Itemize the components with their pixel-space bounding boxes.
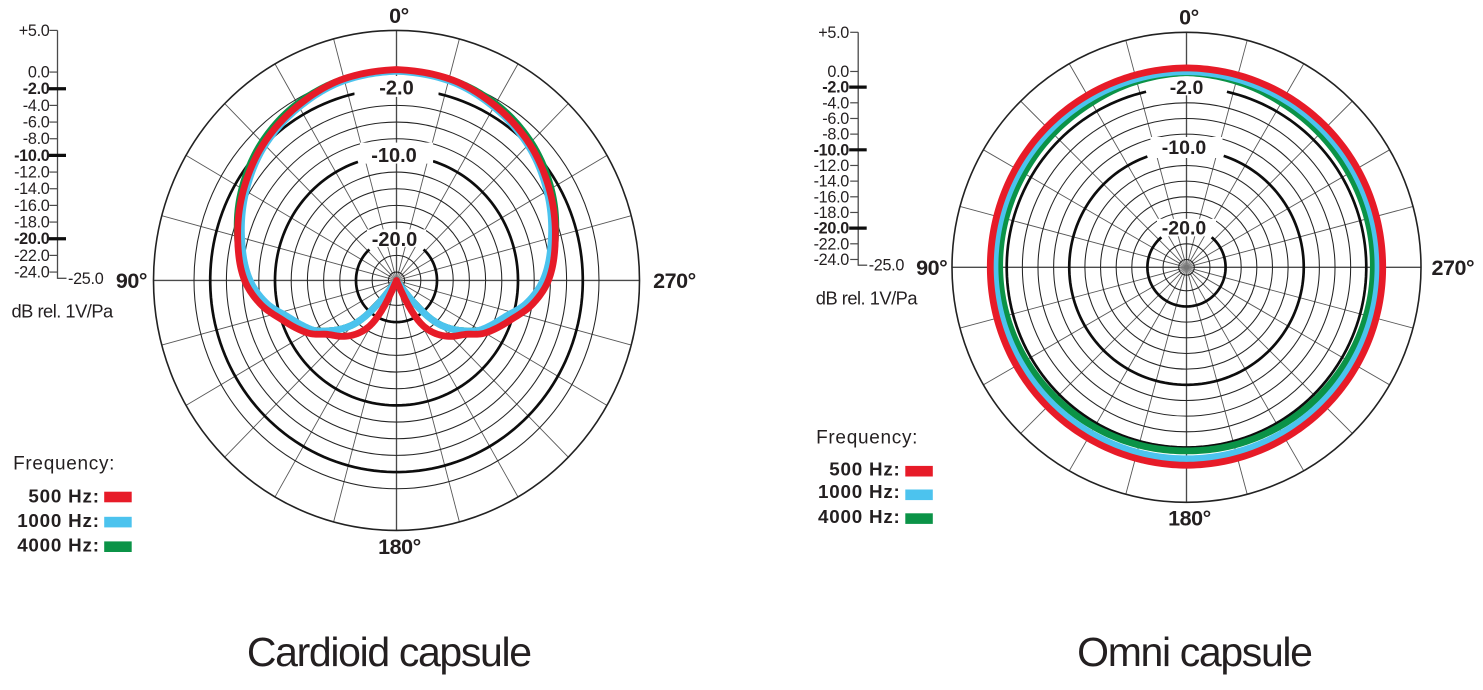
svg-text:-12.0: -12.0 — [814, 157, 850, 175]
svg-text:-16.0: -16.0 — [814, 188, 850, 206]
svg-text:-16.0: -16.0 — [14, 197, 50, 215]
svg-text:0°: 0° — [389, 4, 409, 28]
svg-text:-8.0: -8.0 — [822, 126, 849, 144]
svg-text:270°: 270° — [653, 269, 696, 293]
svg-text:-22.0: -22.0 — [14, 247, 50, 265]
svg-text:+5.0: +5.0 — [818, 24, 849, 42]
svg-text:-14.0: -14.0 — [14, 180, 50, 198]
svg-text:-14.0: -14.0 — [814, 173, 850, 191]
svg-text:-10.0: -10.0 — [814, 141, 850, 159]
svg-text:-22.0: -22.0 — [814, 235, 850, 253]
svg-text:-4.0: -4.0 — [23, 97, 50, 115]
svg-text:1000 Hz:: 1000 Hz: — [818, 481, 901, 502]
svg-text:-24.0: -24.0 — [14, 264, 50, 282]
svg-text:-2.0: -2.0 — [1170, 77, 1204, 99]
svg-text:-18.0: -18.0 — [14, 214, 50, 232]
svg-text:-2.0: -2.0 — [23, 80, 50, 98]
svg-text:dB rel. 1V/Pa: dB rel. 1V/Pa — [12, 301, 115, 322]
svg-text:4000 Hz:: 4000 Hz: — [17, 535, 100, 556]
svg-text:-24.0: -24.0 — [814, 251, 850, 269]
svg-text:90°: 90° — [916, 256, 947, 280]
svg-text:-2.0: -2.0 — [822, 79, 849, 97]
svg-text:90°: 90° — [116, 269, 147, 293]
svg-text:-25.0: -25.0 — [68, 270, 104, 288]
svg-text:-10.0: -10.0 — [14, 147, 50, 165]
svg-text:-10.0: -10.0 — [371, 145, 417, 167]
svg-text:-10.0: -10.0 — [1162, 137, 1207, 159]
svg-text:0.0: 0.0 — [28, 64, 50, 82]
svg-text:-8.0: -8.0 — [23, 130, 50, 148]
svg-text:180°: 180° — [378, 535, 421, 559]
svg-text:-20.0: -20.0 — [1162, 218, 1207, 240]
svg-text:270°: 270° — [1431, 256, 1474, 280]
svg-text:Cardioid capsule: Cardioid capsule — [247, 629, 531, 675]
svg-text:-6.0: -6.0 — [822, 110, 849, 128]
svg-text:-20.0: -20.0 — [814, 220, 850, 238]
svg-text:0.0: 0.0 — [827, 63, 849, 81]
svg-text:1000 Hz:: 1000 Hz: — [17, 510, 100, 531]
svg-text:dB rel. 1V/Pa: dB rel. 1V/Pa — [816, 287, 919, 308]
svg-text:-25.0: -25.0 — [869, 257, 905, 275]
svg-text:180°: 180° — [1168, 507, 1211, 531]
svg-text:-20.0: -20.0 — [372, 229, 418, 251]
svg-text:+5.0: +5.0 — [19, 22, 50, 40]
svg-text:-2.0: -2.0 — [379, 78, 413, 100]
svg-text:500 Hz:: 500 Hz: — [829, 458, 900, 479]
svg-text:-4.0: -4.0 — [822, 94, 849, 112]
svg-text:Omni capsule: Omni capsule — [1077, 629, 1311, 675]
svg-text:-18.0: -18.0 — [814, 204, 850, 222]
svg-text:4000 Hz:: 4000 Hz: — [818, 506, 901, 527]
svg-text:Frequency:: Frequency: — [13, 454, 115, 475]
svg-text:-6.0: -6.0 — [23, 114, 50, 132]
svg-text:-12.0: -12.0 — [14, 164, 50, 182]
svg-text:0°: 0° — [1179, 6, 1199, 30]
svg-text:500 Hz:: 500 Hz: — [28, 486, 99, 507]
svg-text:-20.0: -20.0 — [14, 230, 50, 248]
svg-text:Frequency:: Frequency: — [816, 428, 918, 449]
